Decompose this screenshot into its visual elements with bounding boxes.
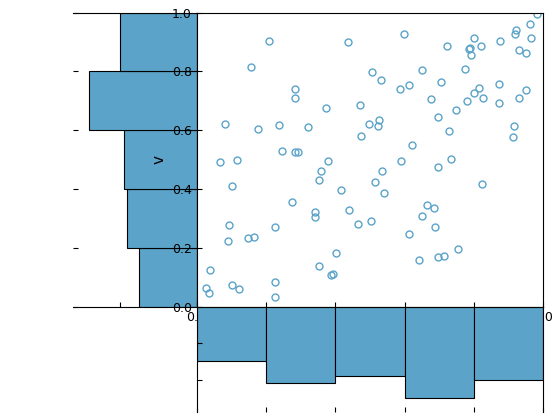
Bar bbox=[124, 130, 197, 189]
X-axis label: u: u bbox=[365, 330, 375, 345]
Bar bbox=[127, 189, 197, 248]
Bar bbox=[266, 307, 335, 383]
Bar bbox=[120, 13, 197, 71]
Bar bbox=[89, 71, 197, 130]
Bar bbox=[139, 248, 197, 307]
Bar bbox=[335, 307, 404, 376]
Bar bbox=[474, 307, 543, 380]
Y-axis label: v: v bbox=[151, 155, 166, 164]
Bar bbox=[197, 307, 266, 361]
Bar bbox=[404, 307, 474, 398]
